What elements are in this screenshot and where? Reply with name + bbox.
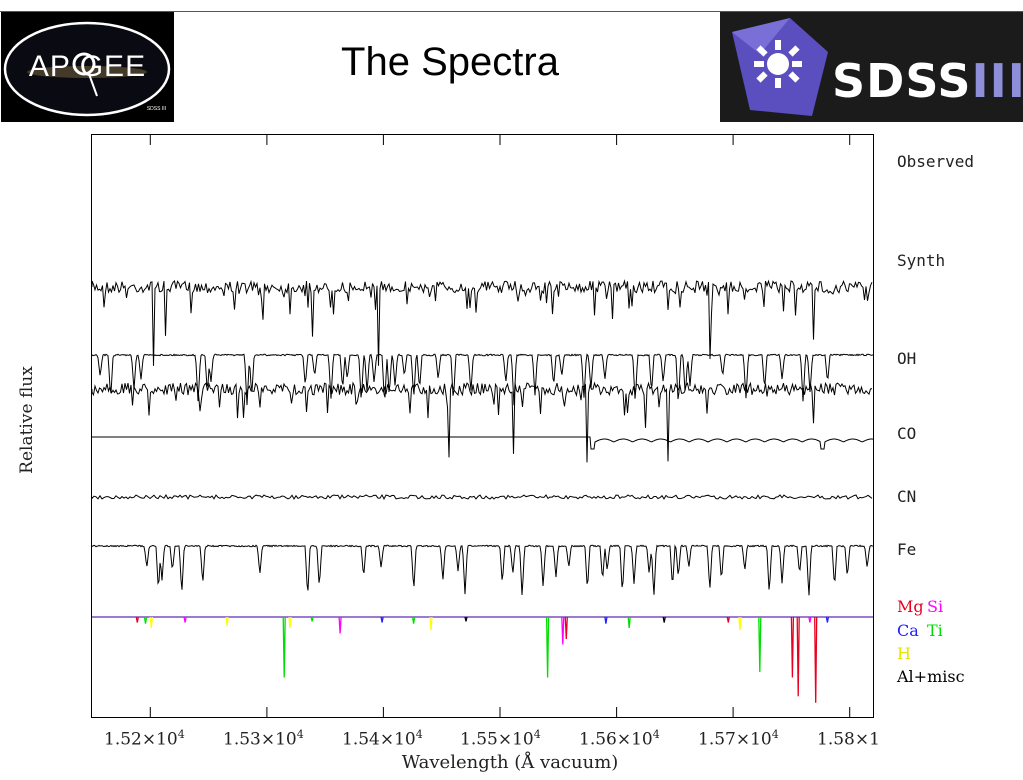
absorption-line-h [149, 616, 153, 629]
apogee-small-text: SDSS III [146, 106, 166, 112]
apogee-logo: AP GEE SDSS III [1, 12, 174, 122]
spectra-plot [91, 134, 874, 718]
series-label-oh: OH [897, 349, 917, 368]
absorption-line-h [738, 616, 742, 631]
x-tick-label: 1.57×104 [698, 728, 779, 750]
legend-mg: Mg [897, 597, 924, 616]
apogee-logo-text: AP GEE [28, 50, 147, 83]
absorption-line-ti [627, 616, 631, 629]
x-tick-label: 1.52×104 [104, 728, 185, 750]
absorption-line-ca [604, 616, 608, 624]
absorption-line-si [561, 616, 565, 645]
series-oh [92, 353, 873, 406]
x-tick-label: 1.53×104 [223, 728, 304, 750]
absorption-line-h [225, 616, 229, 626]
spectra-svg [92, 135, 873, 717]
absorption-line-ca [380, 616, 384, 623]
absorption-line-mg [814, 616, 818, 703]
sdss-logo: SDSSIII [720, 12, 1023, 122]
absorption-line-h [288, 616, 292, 629]
absorption-line-mg [796, 616, 800, 697]
sdss-logo-numeral: III [971, 54, 1023, 108]
series-observed [92, 279, 873, 366]
series-label-observed: Observed [897, 152, 975, 171]
series-label-cn: CN [897, 487, 917, 506]
absorption-line-ca [825, 616, 830, 623]
y-axis-label: Relative flux [17, 366, 37, 474]
x-tick-label: 1.54×104 [342, 728, 423, 750]
absorption-line-ti [545, 616, 550, 678]
sun-icon [754, 40, 802, 88]
page-title: The Spectra [341, 40, 559, 84]
sdss-logo-text: SDSSIII [832, 58, 1023, 104]
series-co [92, 436, 873, 450]
absorption-line-mg [564, 616, 568, 640]
absorption-line-ti [282, 616, 286, 678]
series-fe [92, 544, 873, 596]
absorption-line-ti [411, 616, 416, 624]
series-label-co: CO [897, 424, 917, 443]
x-tick-label: 1.56×104 [579, 728, 660, 750]
absorption-line-si [338, 616, 342, 634]
absorption-line-ti [143, 616, 148, 624]
legend-al-misc: Al+misc [897, 667, 965, 686]
series-synth [92, 381, 873, 463]
x-tick-label: 1.58×1 [817, 729, 880, 750]
absorption-line-si [808, 616, 812, 623]
absorption-line-ti [310, 616, 314, 622]
absorption-line-ti [758, 616, 762, 673]
series-label-fe: Fe [897, 540, 917, 559]
absorption-line-si [183, 616, 187, 623]
absorption-line-mg [135, 616, 139, 623]
series-label-synth: Synth [897, 251, 946, 270]
legend-h: H [897, 644, 911, 663]
legend-ti: Ti [927, 621, 943, 640]
header-rule [0, 11, 1023, 12]
absorption-line-al_misc [464, 616, 468, 622]
x-tick-label: 1.55×104 [460, 728, 541, 750]
absorption-line-al_misc [662, 616, 666, 623]
absorption-line-mg [726, 616, 730, 623]
legend-ca: Ca [897, 621, 919, 640]
absorption-line-mg [790, 616, 795, 678]
absorption-line-h [429, 616, 433, 631]
legend-si: Si [927, 597, 944, 616]
series-cn [92, 494, 873, 500]
x-axis-label: Wavelength (Å vacuum) [401, 752, 619, 773]
